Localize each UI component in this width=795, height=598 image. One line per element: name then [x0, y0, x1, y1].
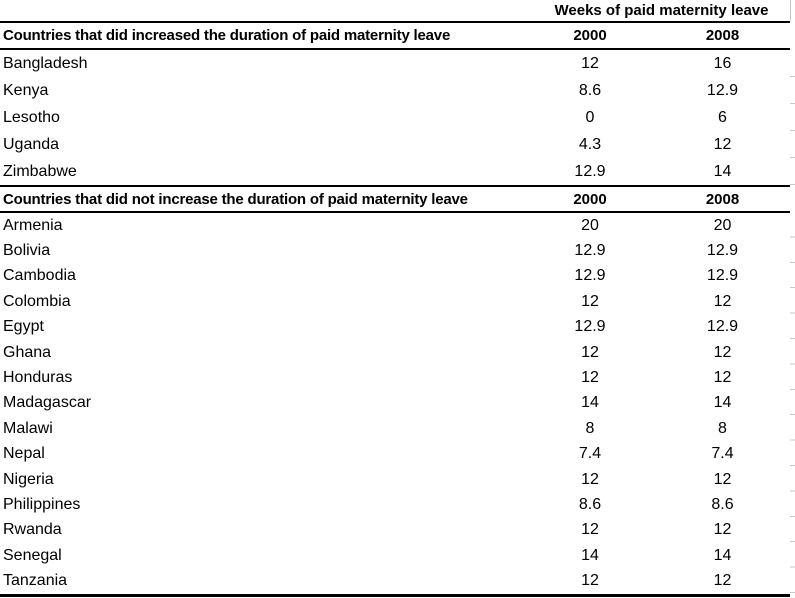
value-2000: 8.6: [578, 495, 602, 513]
value-2008: 12: [713, 572, 732, 590]
table-row: Nepal 7.4 7.4: [0, 442, 790, 467]
title-row-empty-cell: [0, 0, 505, 21]
table-row: Armenia 20 20: [0, 213, 790, 238]
section-2-col-header-2000: 2000: [573, 190, 607, 208]
value-2000: 20: [581, 216, 599, 234]
section-1-col-header-2000: 2000: [573, 27, 607, 44]
value-2000: 12.9: [574, 267, 606, 285]
table-row: Malawi 8 8: [0, 416, 790, 441]
value-2000: 12.9: [574, 318, 606, 336]
value-2008: 12.9: [706, 267, 739, 285]
value-2008: 8.6: [711, 495, 734, 513]
right-gridline-stub: [790, 0, 791, 21]
value-2000: 8.6: [578, 81, 602, 99]
value-2008: 7.4: [711, 445, 734, 463]
table-bottom-border: [0, 593, 790, 597]
value-2000: 8: [585, 419, 595, 437]
table-row: Kenya 8.6 12.9: [0, 77, 790, 104]
table-row: Egypt 12.9 12.9: [0, 315, 790, 340]
table-row: Cambodia 12.9 12.9: [0, 264, 790, 289]
table-title-row: Weeks of paid maternity leave: [0, 0, 790, 23]
value-2008: 12: [713, 292, 732, 310]
value-2008: 12: [713, 521, 732, 539]
section-2-header: Countries that did not increase the dura…: [3, 190, 468, 208]
value-2008: 8: [718, 419, 727, 437]
country-name: Senegal: [3, 546, 62, 564]
value-2000: 12: [581, 292, 599, 310]
country-name: Uganda: [3, 135, 60, 153]
value-2000: 12: [581, 521, 599, 539]
value-2008: 16: [713, 54, 732, 72]
value-2008: 12: [713, 135, 732, 153]
table-row: Ghana 12 12: [0, 340, 790, 365]
value-2008: 14: [713, 394, 732, 412]
right-gridline-stub-strip: [790, 212, 795, 593]
table-title: Weeks of paid maternity leave: [554, 2, 769, 19]
table-row: Senegal 14 14: [0, 543, 790, 568]
country-name: Cambodia: [3, 267, 76, 285]
country-name: Nigeria: [3, 470, 54, 488]
table-row: Honduras 12 12: [0, 365, 790, 390]
value-2000: 4.3: [578, 135, 602, 153]
right-gridline-stub-strip: [790, 50, 795, 186]
section-2-header-row: Countries that did not increase the dura…: [0, 185, 790, 213]
country-name: Armenia: [3, 216, 63, 234]
value-2008: 6: [718, 108, 727, 126]
table-row: Madagascar 14 14: [0, 391, 790, 416]
value-2000: 12: [581, 369, 599, 387]
country-name: Egypt: [3, 318, 44, 336]
value-2000: 12.9: [574, 162, 606, 180]
country-name: Madagascar: [3, 394, 92, 412]
country-name: Kenya: [3, 81, 49, 99]
value-2000: 12: [581, 572, 599, 590]
table-row: Zimbabwe 12.9 14: [0, 158, 790, 185]
section-1-header: Countries that did increased the duratio…: [3, 27, 451, 44]
value-2000: 14: [581, 394, 599, 412]
country-name: Nepal: [3, 445, 45, 463]
section-1-header-row: Countries that did increased the duratio…: [0, 23, 790, 50]
table-row: Colombia 12 12: [0, 289, 790, 314]
value-2000: 0: [585, 108, 595, 126]
value-2008: 12.9: [706, 81, 739, 99]
country-name: Philippines: [3, 495, 81, 513]
country-name: Malawi: [3, 419, 53, 437]
value-2000: 12: [581, 54, 599, 72]
value-2008: 12: [713, 343, 732, 361]
table-row: Tanzania 12 12: [0, 568, 790, 593]
table-row: Philippines 8.6 8.6: [0, 492, 790, 517]
country-name: Colombia: [3, 292, 71, 310]
country-name: Lesotho: [3, 108, 60, 126]
value-2008: 14: [713, 162, 732, 180]
table-row: Rwanda 12 12: [0, 518, 790, 543]
value-2000: 12: [581, 470, 599, 488]
value-2008: 12: [713, 369, 732, 387]
value-2008: 12: [713, 470, 732, 488]
value-2000: 12: [581, 343, 599, 361]
country-name: Zimbabwe: [3, 162, 77, 180]
table-row: Bangladesh 12 16: [0, 50, 790, 77]
section-2-col-header-2008: 2008: [705, 190, 740, 208]
table-row: Bolivia 12.9 12.9: [0, 238, 790, 263]
section-1-col-header-2008: 2008: [705, 27, 740, 44]
country-name: Bolivia: [3, 242, 51, 260]
value-2008: 20: [713, 216, 732, 234]
country-name: Tanzania: [3, 572, 68, 590]
value-2000: 12.9: [574, 242, 606, 260]
table-row: Uganda 4.3 12: [0, 131, 790, 158]
country-name: Bangladesh: [3, 54, 88, 72]
value-2000: 7.4: [578, 445, 602, 463]
table-row: Nigeria 12 12: [0, 467, 790, 492]
table-row: Lesotho 0 6: [0, 104, 790, 131]
country-name: Rwanda: [3, 521, 62, 539]
country-name: Ghana: [3, 343, 52, 361]
country-name: Honduras: [3, 369, 73, 387]
value-2008: 14: [713, 546, 732, 564]
value-2008: 12.9: [706, 318, 739, 336]
value-2008: 12.9: [706, 242, 739, 260]
value-2000: 14: [581, 546, 599, 564]
